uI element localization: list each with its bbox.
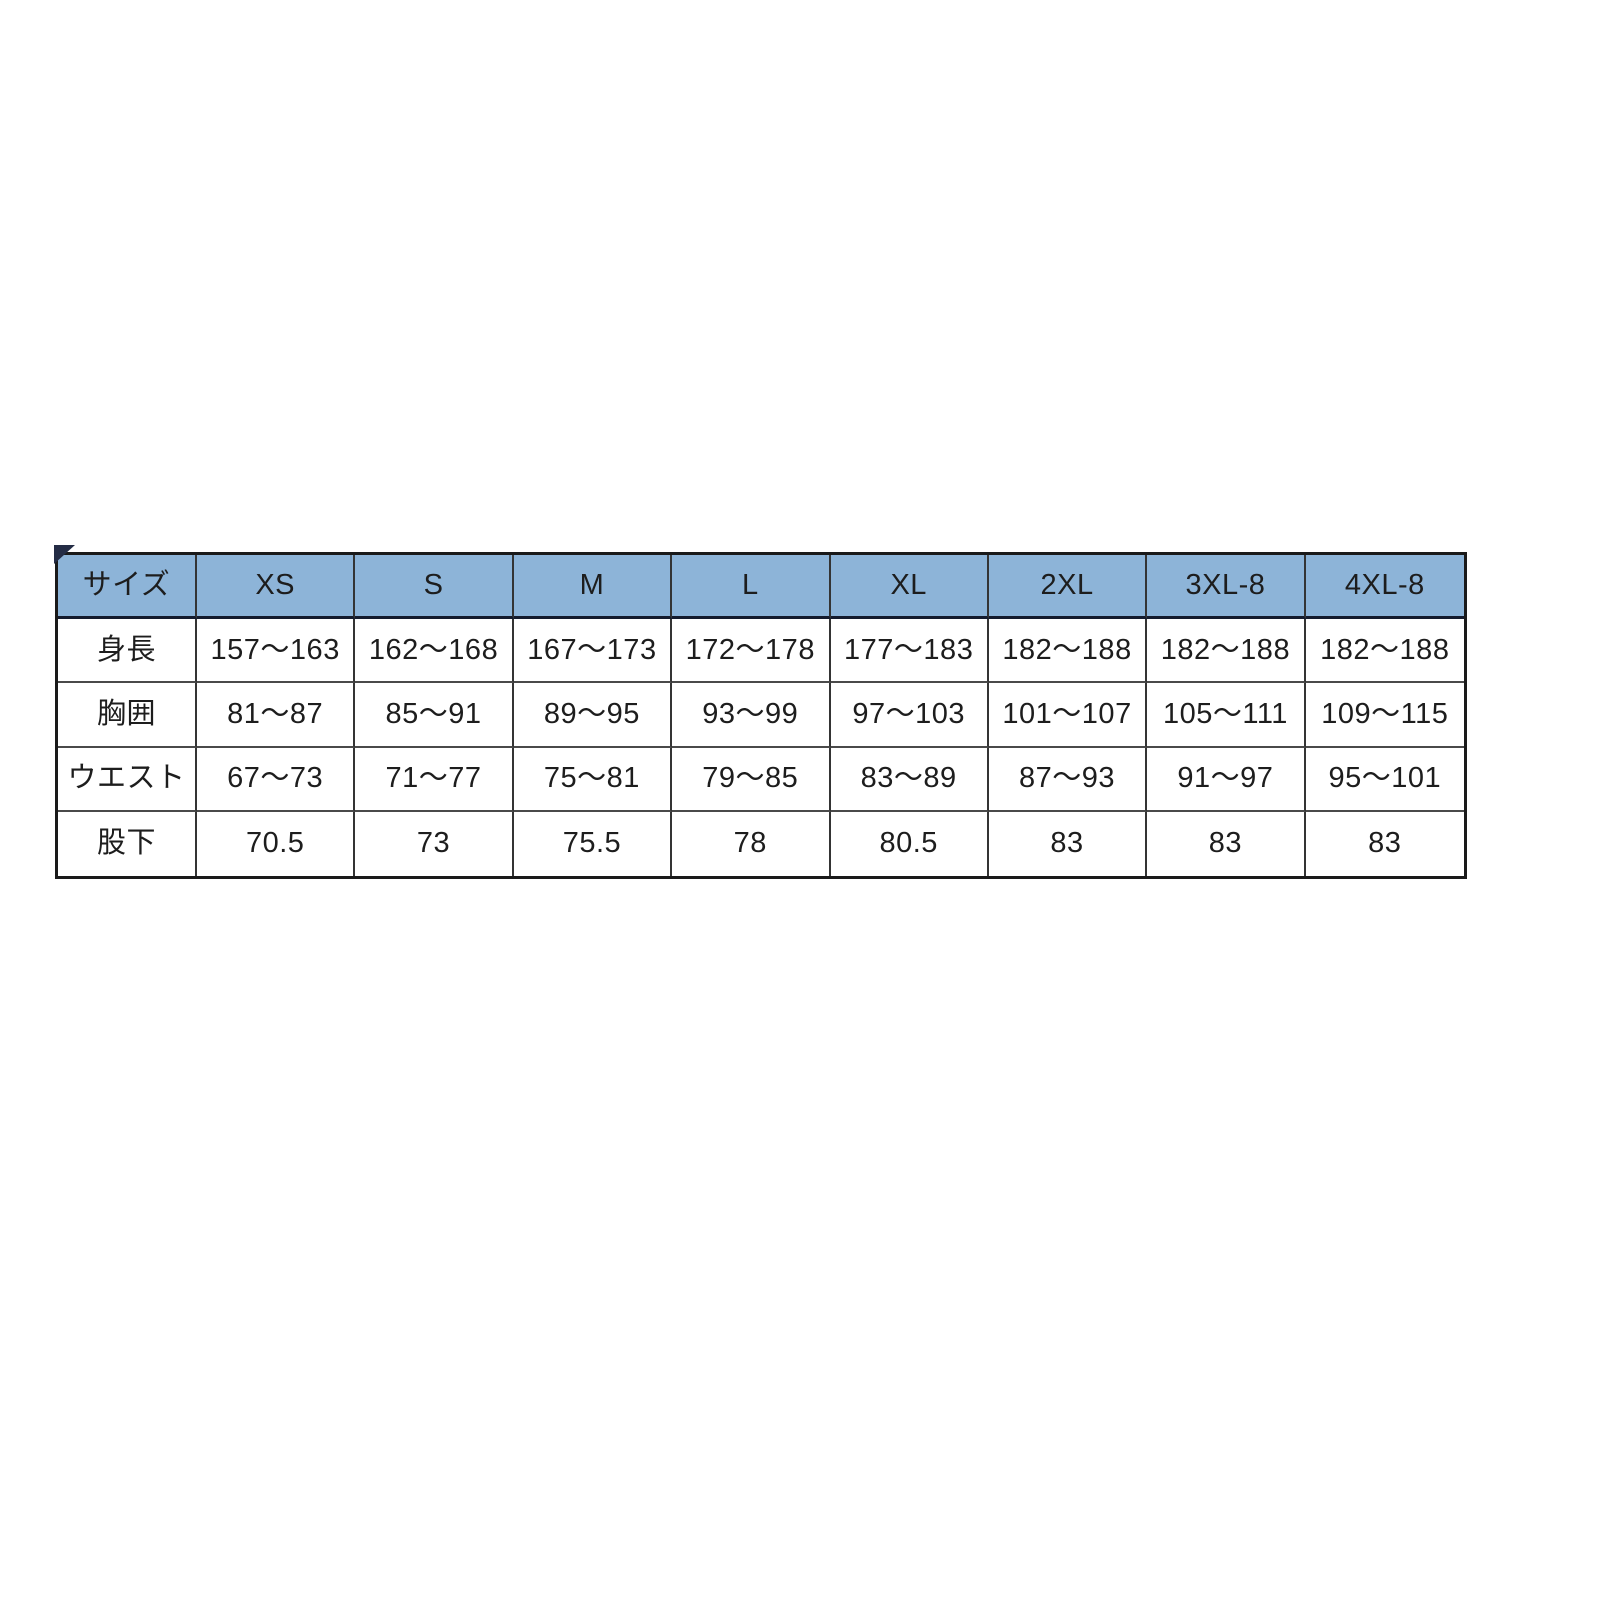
table-cell: 182〜188: [988, 619, 1148, 684]
table-cell: 83: [1147, 811, 1306, 876]
table-cell: 157〜163: [197, 619, 356, 684]
header-cell-xl: XL: [830, 555, 989, 619]
header-cell-3xl8: 3XL-8: [1147, 555, 1306, 619]
header-cell-size: サイズ: [58, 555, 197, 619]
table-cell: 83〜89: [830, 747, 989, 812]
table-cell: 85〜91: [355, 683, 514, 748]
table-cell: 87〜93: [988, 747, 1148, 812]
table-cell: 79〜85: [672, 747, 831, 812]
table-cell: 105〜111: [1147, 683, 1306, 748]
table-cell: 83: [1305, 811, 1464, 876]
table-cell: 75〜81: [513, 747, 673, 812]
table-cell: 95〜101: [1305, 747, 1464, 812]
corner-triangle-decoration: [54, 545, 75, 564]
table-cell: 93〜99: [672, 683, 831, 748]
table-cell: 67〜73: [197, 747, 356, 812]
row-label-chest: 胸囲: [58, 683, 197, 748]
table-cell: 172〜178: [672, 619, 831, 684]
table-cell: 162〜168: [355, 619, 514, 684]
table-cell: 83: [988, 811, 1148, 876]
table-cell: 167〜173: [513, 619, 673, 684]
header-cell-s: S: [355, 555, 514, 619]
row-label-waist: ウエスト: [58, 747, 197, 812]
size-chart-table: サイズ XS S M L XL 2XL 3XL-8 4XL-8 身長 157〜1…: [54, 545, 1467, 879]
row-label-height: 身長: [58, 619, 197, 684]
header-cell-4xl8: 4XL-8: [1305, 555, 1464, 619]
row-label-inseam: 股下: [58, 811, 197, 876]
header-cell-l: L: [672, 555, 831, 619]
table-cell: 177〜183: [830, 619, 989, 684]
table-cell: 70.5: [197, 811, 356, 876]
table-cell: 97〜103: [830, 683, 989, 748]
header-cell-2xl: 2XL: [988, 555, 1148, 619]
table-cell: 81〜87: [197, 683, 356, 748]
header-cell-xs: XS: [197, 555, 356, 619]
table-cell: 71〜77: [355, 747, 514, 812]
table-cell: 182〜188: [1147, 619, 1306, 684]
table-cell: 75.5: [513, 811, 673, 876]
table-cell: 78: [672, 811, 831, 876]
table-cell: 109〜115: [1305, 683, 1464, 748]
table-cell: 91〜97: [1147, 747, 1306, 812]
header-cell-m: M: [513, 555, 673, 619]
table-cell: 73: [355, 811, 514, 876]
table-cell: 80.5: [830, 811, 989, 876]
table-cell: 101〜107: [988, 683, 1148, 748]
table-cell: 182〜188: [1305, 619, 1464, 684]
table-cell: 89〜95: [513, 683, 673, 748]
